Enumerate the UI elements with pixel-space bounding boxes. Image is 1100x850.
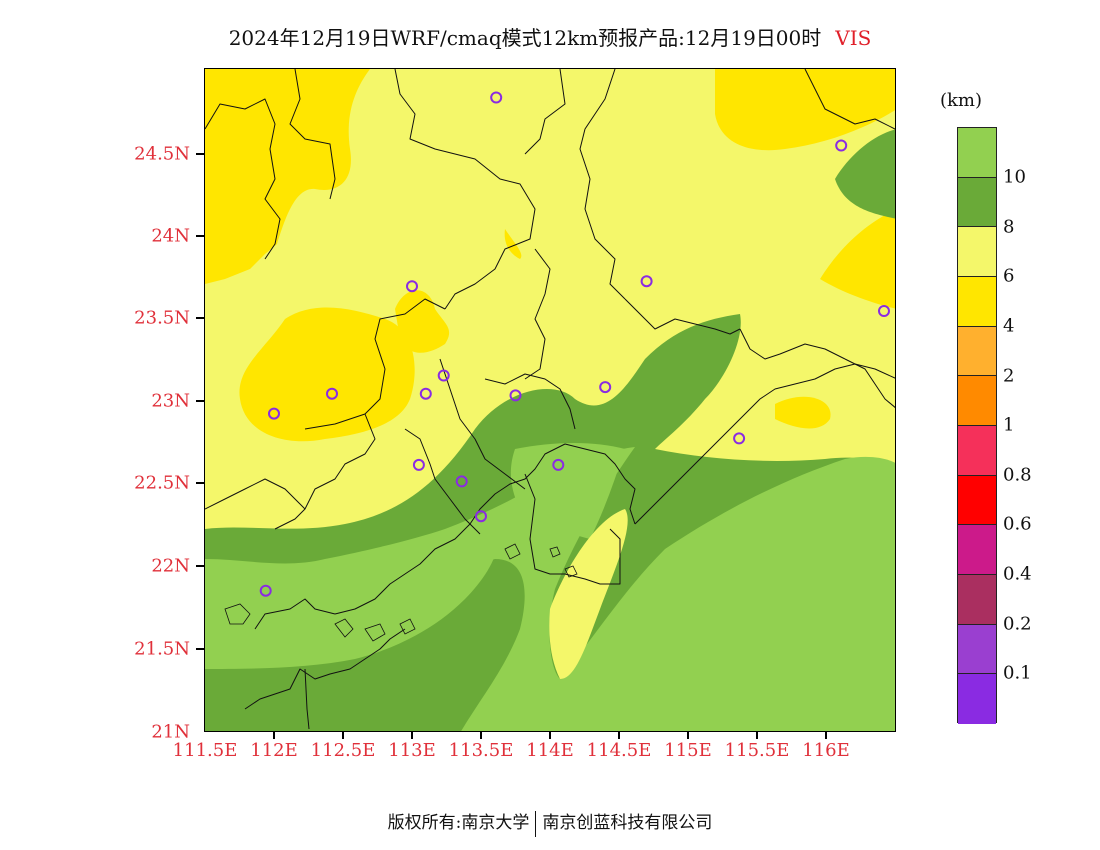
colorbar-label-2: 6: [1003, 265, 1015, 287]
station-marker: [552, 458, 565, 471]
map-plot-area: [204, 68, 896, 732]
lat-tick-label-5: 22N: [151, 555, 190, 577]
lon-tick-label-3: 113E: [388, 740, 436, 761]
lon-tick-label-0: 111.5E: [172, 740, 238, 761]
lat-tick-label-2: 23.5N: [134, 307, 190, 329]
colorbar: [957, 127, 997, 724]
lat-tick-mark: [196, 565, 204, 567]
title-text: 2024年12月19日WRF/cmaq模式12km预报产品:12月19日00时: [228, 26, 822, 50]
lat-tick-label-0: 24.5N: [134, 143, 190, 165]
vis-field-4-north-central: [395, 290, 450, 353]
lon-tick-label-5: 114E: [526, 740, 574, 761]
lat-tick-mark: [196, 482, 204, 484]
colorbar-label-4: 2: [1003, 365, 1015, 387]
lon-tick-mark: [687, 732, 689, 739]
colorbar-label-0: 10: [1003, 166, 1026, 188]
footer-right: 南京创蓝科技有限公司: [542, 813, 713, 833]
footer-left: 版权所有:南京大学: [387, 813, 530, 833]
province-borders: [205, 69, 895, 730]
station-marker: [878, 305, 890, 317]
station-marker: [268, 407, 280, 420]
footer-separator: [535, 810, 537, 837]
vis-field-4-gap: [504, 229, 522, 259]
station-marker: [640, 275, 653, 288]
station-marker: [490, 91, 503, 104]
lon-tick-mark: [549, 732, 551, 739]
copyright-footer: 版权所有:南京大学 南京创蓝科技有限公司: [0, 808, 1100, 837]
vis-field-10-west-coast: [205, 529, 498, 669]
colorbar-label-1: 8: [1003, 216, 1015, 238]
station-marker: [412, 458, 425, 471]
lon-tick-label-1: 112E: [250, 740, 298, 761]
lon-tick-mark: [618, 732, 620, 739]
colorbar-unit: (km): [940, 90, 983, 111]
vis-field-4-northwest: [205, 69, 370, 284]
lon-tick-label-6: 114.5E: [586, 740, 652, 761]
lon-tick-label-8: 115.5E: [724, 740, 790, 761]
station-marker: [326, 387, 338, 400]
variable-label: VIS: [835, 26, 872, 50]
station-markers: [259, 91, 890, 597]
visibility-map: [205, 69, 895, 731]
lon-tick-label-9: 116E: [802, 740, 850, 761]
colorbar-segment: [958, 376, 996, 426]
colorbar-label-5: 1: [1003, 414, 1015, 436]
vis-field-8-northeast-blob: [835, 129, 895, 219]
lat-tick-label-4: 22.5N: [134, 472, 190, 494]
colorbar-segment: [958, 326, 996, 377]
vis-field-10-inner: [510, 443, 625, 539]
lat-tick-mark: [196, 648, 204, 650]
station-marker: [733, 432, 746, 445]
colorbar-segment: [958, 674, 996, 724]
station-marker: [455, 475, 468, 488]
colorbar-label-9: 0.2: [1003, 613, 1032, 635]
station-marker: [475, 510, 487, 523]
lon-tick-label-2: 112.5E: [310, 740, 376, 761]
colorbar-segment: [958, 574, 996, 625]
colorbar-segment: [958, 276, 996, 327]
lon-tick-mark: [411, 732, 413, 739]
colorbar-segment: [958, 624, 996, 675]
station-marker: [437, 369, 450, 382]
colorbar-label-10: 0.1: [1003, 662, 1032, 684]
vis-field-4-northeast: [715, 69, 895, 151]
lat-tick-mark: [196, 235, 204, 237]
station-marker: [509, 389, 522, 402]
station-marker: [259, 584, 272, 597]
colorbar-label-6: 0.8: [1003, 464, 1032, 486]
lon-tick-mark: [273, 732, 275, 739]
lon-tick-mark: [825, 732, 827, 739]
lat-tick-label-3: 23N: [151, 390, 190, 412]
colorbar-segment: [958, 227, 996, 277]
station-marker: [419, 387, 432, 400]
colorbar-segment: [958, 525, 996, 575]
colorbar-segment: [958, 128, 996, 178]
lon-tick-mark: [342, 732, 344, 739]
colorbar-label-3: 4: [1003, 315, 1015, 337]
coastal-islands: [224, 543, 578, 642]
station-marker: [835, 139, 848, 152]
colorbar-segment: [958, 177, 996, 228]
station-marker: [599, 381, 612, 394]
vis-field-10-south: [205, 447, 895, 731]
colorbar-segment: [958, 425, 996, 476]
lon-tick-mark: [480, 732, 482, 739]
colorbar-segment: [958, 475, 996, 526]
lon-tick-label-7: 115E: [664, 740, 712, 761]
station-marker: [406, 280, 418, 293]
lon-tick-label-4: 113.5E: [448, 740, 514, 761]
colorbar-label-8: 0.4: [1003, 563, 1032, 585]
vis-field-10-offshore: [549, 509, 628, 679]
map-title: 2024年12月19日WRF/cmaq模式12km预报产品:12月19日00时 V…: [0, 22, 1100, 51]
lat-tick-mark: [196, 153, 204, 155]
lon-tick-mark: [756, 732, 758, 739]
lat-tick-label-6: 21.5N: [134, 638, 190, 660]
lat-tick-label-1: 24N: [151, 225, 190, 247]
lat-tick-mark: [196, 317, 204, 319]
vis-field-4-east: [820, 209, 895, 309]
lat-tick-mark: [196, 400, 204, 402]
lat-tick-label-7: 21N: [151, 721, 190, 743]
colorbar-label-7: 0.6: [1003, 513, 1032, 535]
vis-field-4-southeast-small: [775, 396, 831, 429]
